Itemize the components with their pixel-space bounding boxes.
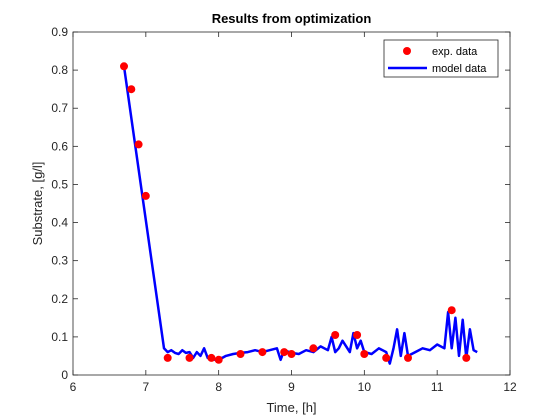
exp-data-point [404,353,412,362]
exp-data-point [382,353,391,362]
legend-label-exp-data: exp. data [432,46,478,58]
exp-data-point [185,353,194,362]
legend-box [383,39,499,78]
legend: exp. data model data [383,39,499,78]
exp-data-point [120,62,128,71]
y-tick-label: 0.1 [51,330,68,344]
axes-layer: 6 7 8 9 10 11 12 0 0.1 0.2 0.3 0.4 0.5 0.6 0.7 0.8 0.9 [51,25,517,394]
model-data-line [122,66,478,365]
x-tick-label: 7 [142,380,149,394]
exp-data-point [331,331,340,339]
exp-data-point [258,348,267,357]
exp-data-point [207,353,216,362]
exp-data-point [280,348,289,357]
y-tick-label: 0.6 [51,139,68,153]
x-tick-label: 8 [215,380,222,394]
y-axis-label: Substrate, [g/l] [30,162,45,246]
y-tick-label: 0.3 [51,254,68,268]
exp-data-point [287,350,296,358]
legend-exp-marker [403,47,411,55]
y-tick-label: 0 [61,368,68,382]
exp-data-point [236,350,245,358]
x-tick-label: 10 [358,380,372,394]
exp-data-point [214,355,223,364]
exp-data-point [134,140,143,149]
x-tick-label: 11 [431,380,444,394]
exp-data-point [462,353,471,362]
y-tick-label: 0.9 [51,25,68,39]
x-tick-label: 12 [503,380,517,394]
chart-title: Results from optimization [212,11,372,26]
y-tick-label: 0.7 [51,101,68,115]
x-tick-label: 6 [70,380,77,394]
exp-data-point [353,331,362,339]
exp-data-point [141,191,150,200]
x-axis-label: Time, [h] [266,400,316,415]
y-tick-label: 0.2 [51,292,68,306]
y-tick-label: 0.8 [51,63,68,77]
exp-data-point [360,350,369,358]
legend-label-model-data: model data [432,63,487,75]
y-tick-label: 0.4 [51,216,68,230]
exp-data-point [163,353,172,362]
exp-data-point [127,85,136,94]
y-tick-label: 0.5 [51,177,68,191]
plot-area [73,32,510,375]
exp-data-point [447,306,456,315]
exp-data-point [309,344,318,353]
x-tick-label: 9 [288,380,295,394]
series-layer [120,62,478,365]
